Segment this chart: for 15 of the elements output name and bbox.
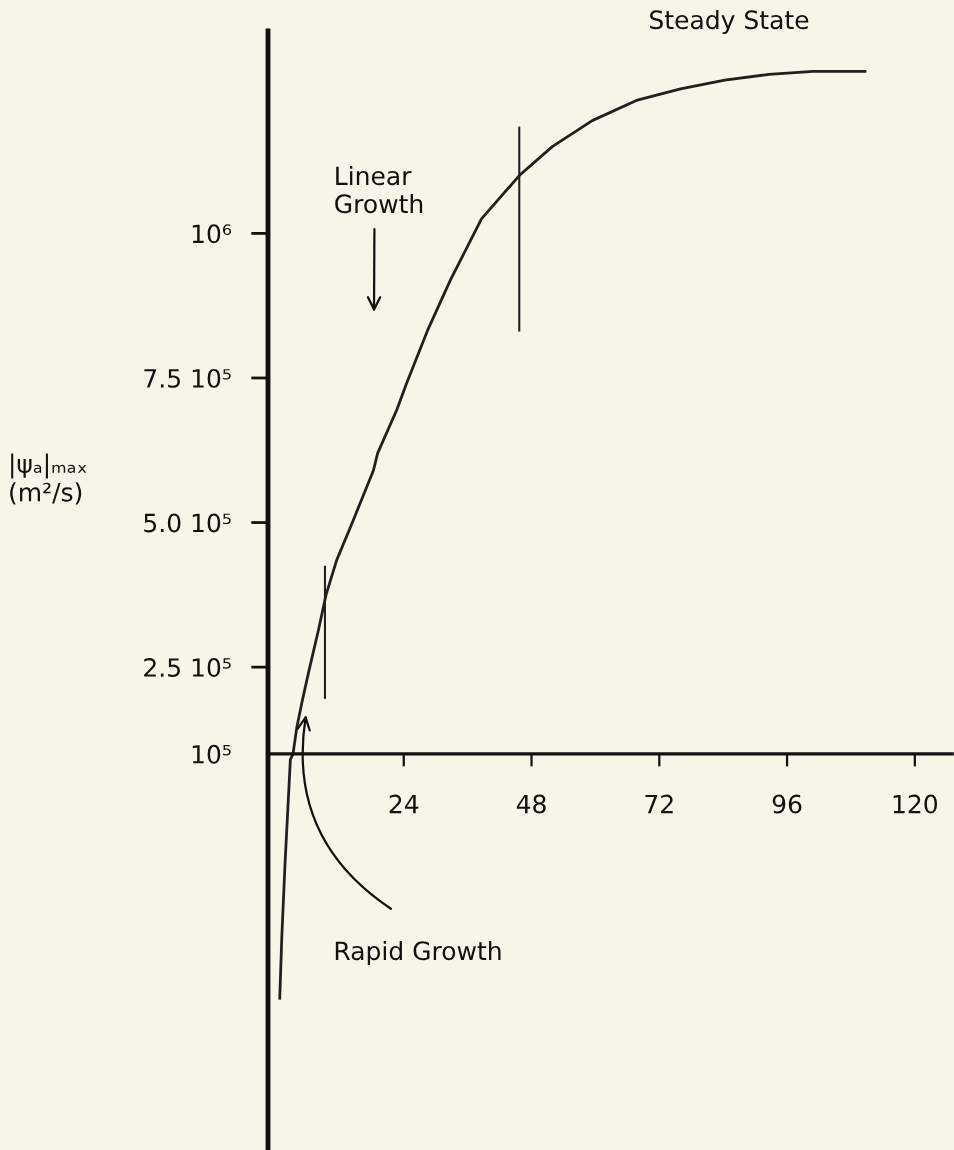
x-tick-label: 96 [772, 794, 802, 814]
y-tick-label: 2.5 10⁵ [144, 658, 231, 677]
y-tick-label: 10⁵ [192, 744, 231, 764]
x-tick-label: 120 [893, 794, 938, 814]
annotation: Rapid Growth [335, 940, 501, 966]
y-tick-label: 10⁶ [192, 224, 232, 244]
line-series [278, 70, 868, 1002]
y-tick-label: 7.5 10⁵ [144, 368, 231, 388]
x-tick-label: 48 [516, 794, 546, 814]
x-tick-label: 24 [389, 794, 419, 814]
x-tick-label: 72 [645, 794, 673, 814]
y-axis-title: |ψₐ|ₘₐₓ (m²/s) [10, 453, 87, 505]
annotation: Steady State [650, 9, 809, 35]
annotation: Linear Growth [335, 165, 423, 214]
y-tick-label: 5.0 10⁵ [144, 513, 231, 533]
